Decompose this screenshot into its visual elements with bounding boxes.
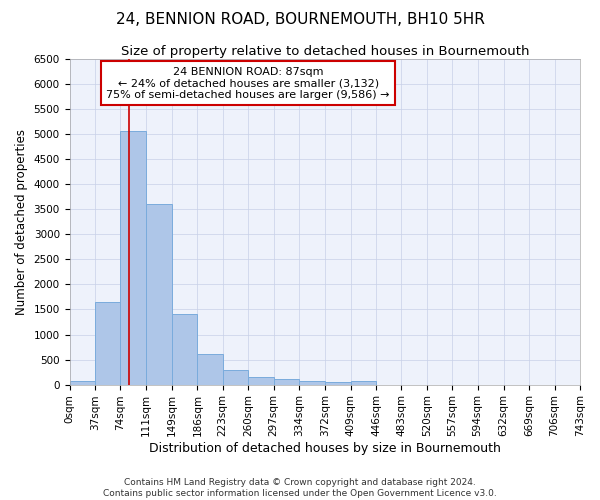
Text: 24 BENNION ROAD: 87sqm
← 24% of detached houses are smaller (3,132)
75% of semi-: 24 BENNION ROAD: 87sqm ← 24% of detached… xyxy=(106,66,390,100)
Y-axis label: Number of detached properties: Number of detached properties xyxy=(15,129,28,315)
Bar xyxy=(274,379,299,384)
Bar xyxy=(223,370,248,384)
Title: Size of property relative to detached houses in Bournemouth: Size of property relative to detached ho… xyxy=(121,45,529,58)
Bar xyxy=(95,302,121,384)
Bar xyxy=(299,381,325,384)
Bar xyxy=(172,314,197,384)
Bar xyxy=(70,381,95,384)
Bar xyxy=(121,132,146,384)
Bar xyxy=(350,381,376,384)
Bar xyxy=(146,204,172,384)
X-axis label: Distribution of detached houses by size in Bournemouth: Distribution of detached houses by size … xyxy=(149,442,501,455)
Bar xyxy=(325,382,350,384)
Text: 24, BENNION ROAD, BOURNEMOUTH, BH10 5HR: 24, BENNION ROAD, BOURNEMOUTH, BH10 5HR xyxy=(116,12,484,28)
Text: Contains HM Land Registry data © Crown copyright and database right 2024.
Contai: Contains HM Land Registry data © Crown c… xyxy=(103,478,497,498)
Bar xyxy=(248,377,274,384)
Bar xyxy=(197,354,223,384)
